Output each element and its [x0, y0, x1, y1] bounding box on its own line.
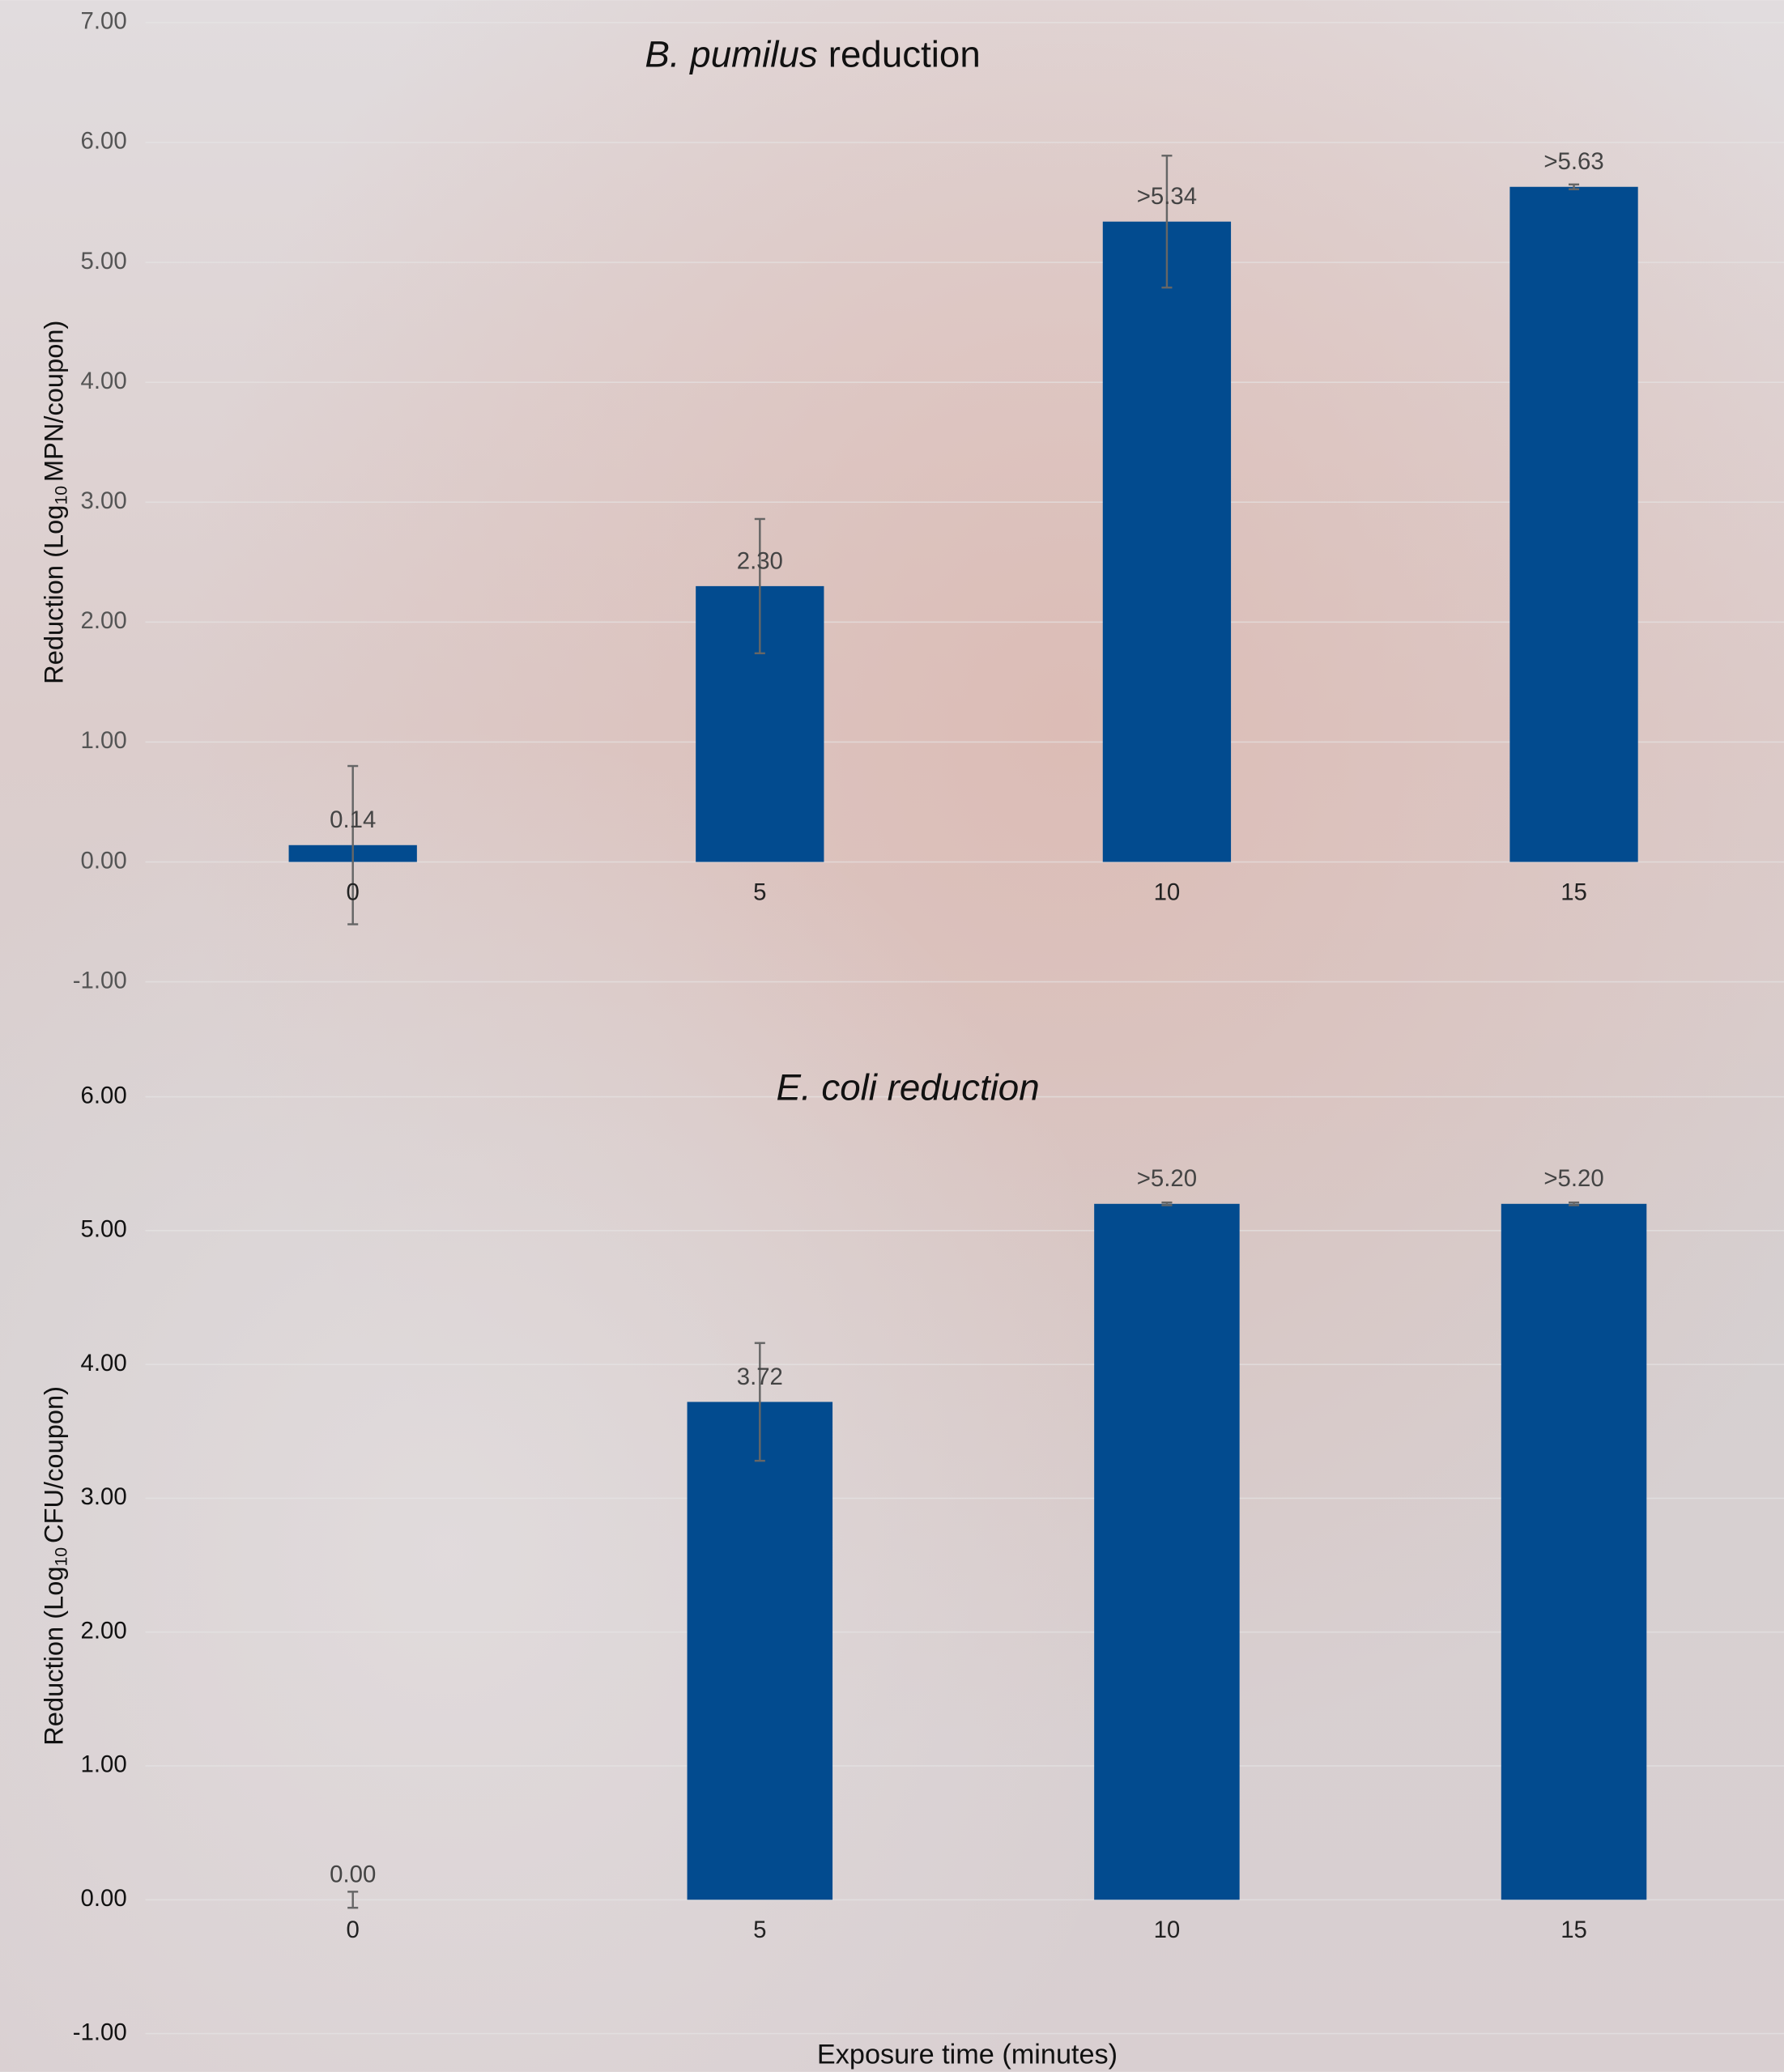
x-tick-label: 0 [347, 1917, 360, 1943]
title-part: E. coli reduction [777, 1066, 1040, 1108]
x-tick-label: 10 [1154, 879, 1181, 905]
x-tick-label: 10 [1154, 1917, 1181, 1943]
y-tick-label: 6.00 [81, 1082, 127, 1108]
x-tick-label: 15 [1560, 879, 1587, 905]
error-bar [1161, 155, 1173, 289]
y-axis-label: Reduction (Log10 MPN/coupon) [38, 321, 70, 684]
error-bar [347, 1891, 359, 1909]
x-tick-label: 15 [1560, 1917, 1587, 1943]
y-tick-label: 3.00 [81, 1483, 127, 1510]
y-tick-label: 3.00 [81, 487, 127, 514]
error-bar [1161, 1201, 1173, 1206]
y-axis-label: Reduction (Log10 CFU/coupon) [38, 1386, 70, 1746]
chart-title: B. pumilus reduction [645, 33, 980, 74]
data-label: 3.72 [737, 1364, 783, 1390]
data-label: 2.30 [737, 547, 783, 574]
y-tick-label: 1.00 [81, 1751, 127, 1778]
y-tick-label: 2.00 [81, 1617, 127, 1644]
y-tick-label: -1.00 [73, 2019, 127, 2045]
error-bar [754, 1342, 765, 1462]
data-label: >5.20 [1137, 1165, 1197, 1192]
y-tick-label: 0.00 [81, 847, 127, 874]
y-label-part: CFU/coupon) [38, 1386, 68, 1543]
bar [1094, 1203, 1240, 1900]
error-bar [347, 764, 359, 925]
bar [1102, 221, 1232, 862]
y-tick-label: 2.00 [81, 607, 127, 634]
title-part: B. pumilus [645, 33, 817, 74]
data-label: >5.63 [1543, 148, 1603, 175]
y-tick-label: 4.00 [81, 1350, 127, 1376]
x-axis-label: Exposure time (minutes) [817, 2039, 1118, 2070]
chart-title: E. coli reduction [777, 1066, 1040, 1108]
y-tick-label: 5.00 [81, 248, 127, 274]
y-label-part: MPN/coupon) [38, 321, 68, 482]
x-tick-label: 0 [347, 879, 360, 905]
x-tick-label: 5 [753, 879, 766, 905]
y-label-subscript: 10 [52, 1547, 70, 1567]
y-tick-label: 4.00 [81, 368, 127, 394]
data-label: 0.00 [330, 1861, 376, 1888]
data-label: >5.34 [1137, 183, 1197, 210]
error-bar [1569, 183, 1580, 190]
error-bar [754, 517, 765, 655]
y-tick-label: -1.00 [73, 967, 127, 993]
x-tick-label: 5 [753, 1917, 766, 1943]
data-label: 0.14 [330, 806, 376, 833]
y-tick-label: 7.00 [81, 8, 127, 35]
y-label-part: Reduction (Log [38, 505, 68, 684]
bar [1509, 186, 1638, 862]
y-tick-label: 0.00 [81, 1885, 127, 1912]
y-tick-label: 6.00 [81, 128, 127, 155]
y-tick-label: 5.00 [81, 1216, 127, 1243]
bar [687, 1402, 833, 1900]
y-label-subscript: 10 [52, 486, 70, 505]
y-tick-label: 1.00 [81, 727, 127, 754]
data-label: >5.20 [1543, 1165, 1603, 1192]
title-part: reduction [828, 33, 981, 74]
error-bar [1569, 1201, 1580, 1206]
bar [1501, 1203, 1647, 1900]
y-label-part: Reduction (Log [38, 1566, 68, 1745]
